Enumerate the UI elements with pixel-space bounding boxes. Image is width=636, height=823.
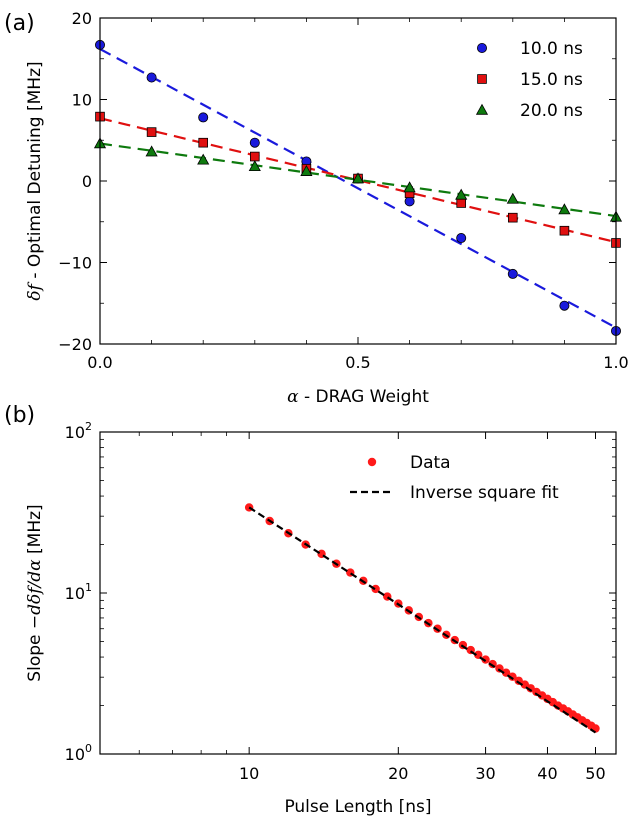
panel-b-data-point-21 [481,655,490,664]
panel-b-y-tick-label: 100 [65,742,92,764]
panel-a-y-axis-label: δf - Optimal Detuning [MHz] [25,61,45,300]
panel-a-fit-line-3 [99,142,617,218]
panel-a-legend-marker-1 [476,43,487,54]
panel-b-x-tick-label: 10 [239,764,259,783]
panel-a-legend-label-3: 20.0 ns [520,101,583,121]
panel-a-point-s2-8 [456,198,466,208]
panel-a-point-s2-2 [146,127,157,137]
panel-a-legend-marker-3 [475,103,489,115]
panel-a-point-s2-9 [507,212,518,223]
panel-a-x-tick-label: 0.5 [345,353,370,372]
panel-a: (a) 0.0 0.5 1.0 20 10 0 −10 −20 10.0 ns 15.0 ns 2… [4,9,629,407]
panel-a-point-s2-3 [198,137,209,148]
panel-a-y-tick-label: −20 [58,335,92,354]
panel-a-point-s2-10 [559,225,570,236]
panel-a-point-s1-2 [146,72,157,83]
panel-b-x-tick-label: 20 [388,764,408,783]
panel-a-point-s1-3 [198,112,209,123]
panel-a-point-s3-5 [300,164,313,176]
panel-a-point-s2-4 [249,151,260,162]
panel-a-point-s1-8 [456,233,467,244]
panel-b: (b) 10 20 30 40 50 102 101 100 Data Inverse squa… [4,403,617,817]
panel-a-point-s3-9 [506,192,519,204]
panel-a-y-tick-label: 10 [72,91,92,110]
panel-a-point-s1-4 [249,137,260,148]
panel-b-axes-frame [99,431,617,755]
panel-b-x-tick-label: 30 [475,764,495,783]
panel-a-y-tick-label: 0 [82,172,92,191]
panel-a-point-s3-7 [403,181,416,193]
panel-b-fit-line [248,506,597,734]
panel-a-label: (a) [4,11,35,36]
panel-a-fit-line-1 [99,48,617,329]
panel-a-point-s3-6 [351,172,365,184]
panel-a-x-tick-label: 1.0 [603,353,628,372]
panel-a-point-s3-4 [248,160,261,172]
panel-b-x-tick-label: 40 [537,764,557,783]
panel-a-legend-label-1: 10.0 ns [520,39,583,59]
panel-a-point-s3-2 [145,145,158,157]
panel-a-y-tick-label: 20 [72,9,92,28]
panel-a-x-axis-label: α - DRAG Weight [287,387,429,407]
panel-b-label: (b) [4,403,35,428]
panel-a-legend-label-2: 15.0 ns [520,70,583,90]
panel-b-legend-label-fit: Inverse square fit [410,483,559,503]
panel-a-point-s1-10 [559,300,570,311]
panel-b-y-tick-label: 102 [65,420,92,442]
panel-b-data-point-25 [508,672,517,681]
panel-a-y-tick-label: −10 [58,254,92,273]
panel-a-legend-marker-2 [477,74,487,84]
panel-b-legend-label-data: Data [410,453,451,473]
panel-a-point-s3-10 [558,203,571,215]
panel-a-point-s3-8 [455,188,468,200]
panel-b-legend-marker-data [367,457,377,467]
panel-b-y-axis-label: Slope −dδf/dα [MHz] [25,504,45,681]
panel-b-legend: Data Inverse square fit [350,453,559,503]
panel-b-x-axis-label: Pulse Length [ns] [284,797,431,817]
panel-b-y-tick-label: 101 [65,581,92,603]
panel-b-x-tick-label: 50 [585,764,605,783]
panel-a-x-tick-label: 0.0 [87,353,112,372]
panel-a-legend: 10.0 ns 15.0 ns 20.0 ns [475,39,583,121]
panel-a-fit-line-2 [99,117,617,244]
panel-a-point-s1-9 [507,268,518,279]
panel-b-data-point-9 [371,584,380,594]
panel-a-point-s1-7 [404,196,415,207]
panel-a-point-s3-3 [197,153,210,165]
